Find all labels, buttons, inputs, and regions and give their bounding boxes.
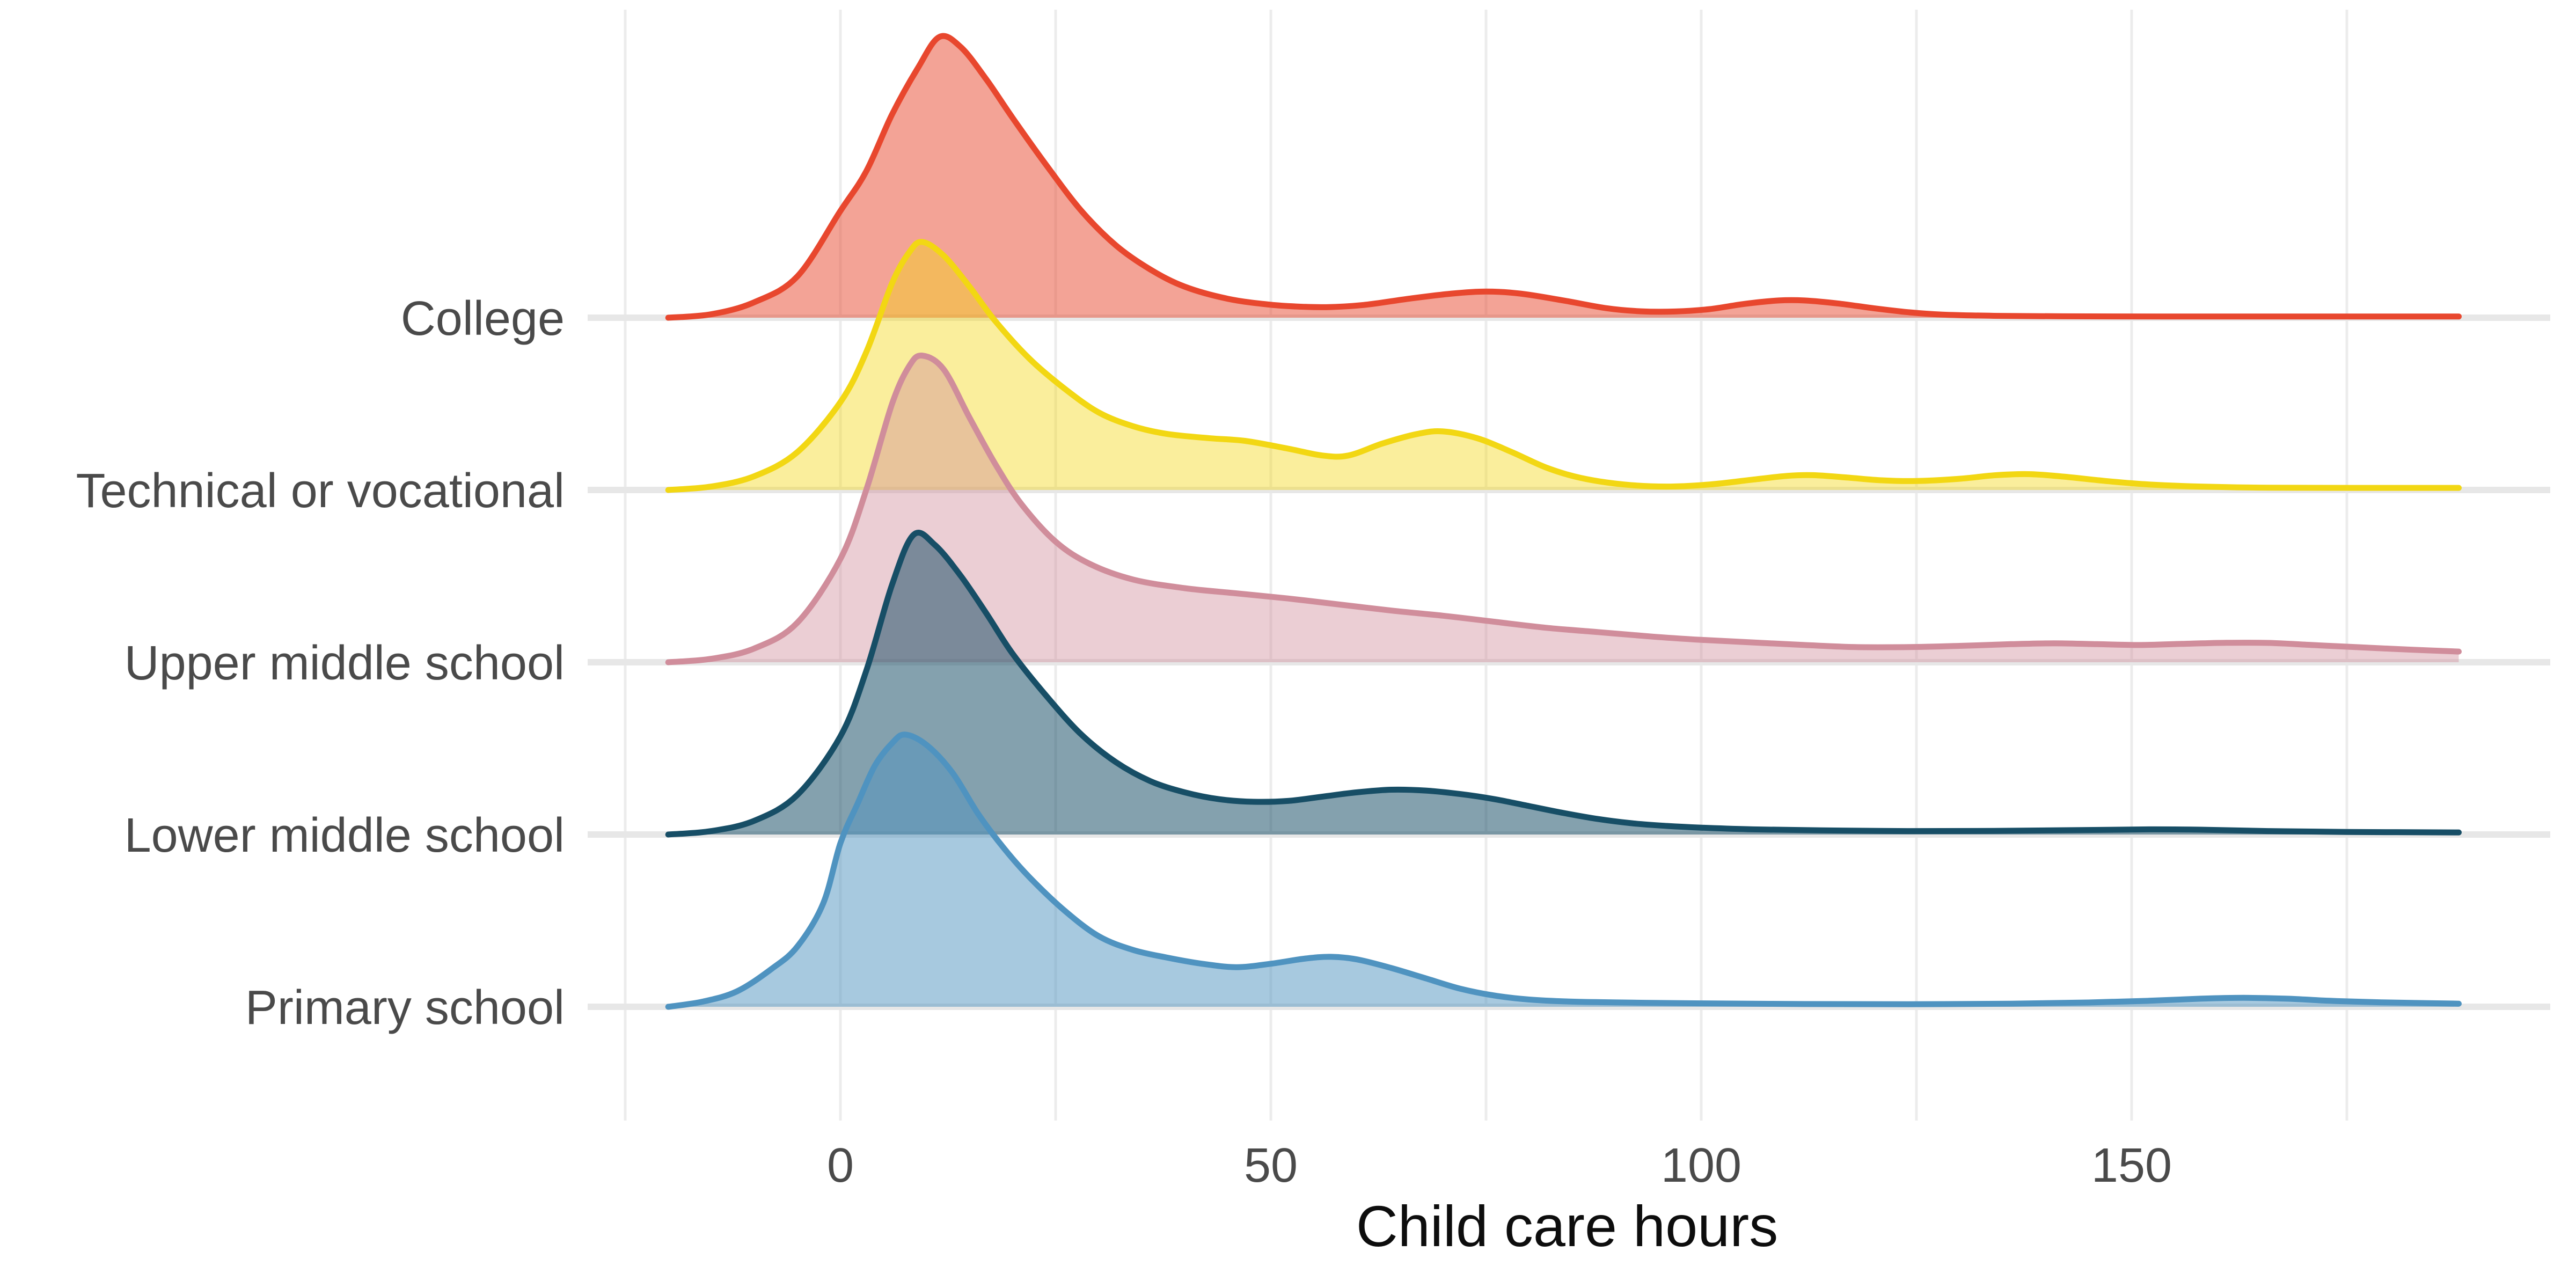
baseline-band: [588, 659, 2550, 665]
ridge-line-primary-school: [665, 731, 2462, 1010]
ridge-fill-technical-or-vocational: [668, 241, 2459, 490]
ridge-line-lower-middle-school: [665, 530, 2462, 838]
ridge-fill-lower-middle-school: [668, 532, 2459, 835]
category-labels-group: College Technical or vocational Upper midd…: [76, 292, 565, 1035]
category-label-upper-middle-school: Upper middle school: [125, 636, 565, 690]
ridge-line-technical-or-vocational: [665, 239, 2462, 493]
x-tick-label-150: 150: [2091, 1139, 2172, 1192]
category-label-lower-middle-school: Lower middle school: [125, 809, 565, 862]
x-axis-title: Child care hours: [1356, 1194, 1778, 1258]
x-tick-labels-group: 0 50 100 150: [827, 1139, 2172, 1192]
ridge-line-college: [665, 33, 2462, 321]
category-label-primary-school: Primary school: [245, 981, 565, 1035]
ridge-line-upper-middle-school: [665, 353, 2462, 665]
category-label-technical-or-vocational: Technical or vocational: [76, 464, 565, 518]
x-tick-label-0: 0: [827, 1139, 854, 1192]
category-label-college: College: [401, 292, 565, 346]
ridge-fill-primary-school: [668, 734, 2459, 1007]
x-tick-label-50: 50: [1244, 1139, 1298, 1192]
ridge-fill-upper-middle-school: [668, 355, 2459, 662]
baseline-band: [588, 487, 2550, 493]
x-tick-label-100: 100: [1661, 1139, 1741, 1192]
ridges-group: [665, 33, 2462, 1010]
